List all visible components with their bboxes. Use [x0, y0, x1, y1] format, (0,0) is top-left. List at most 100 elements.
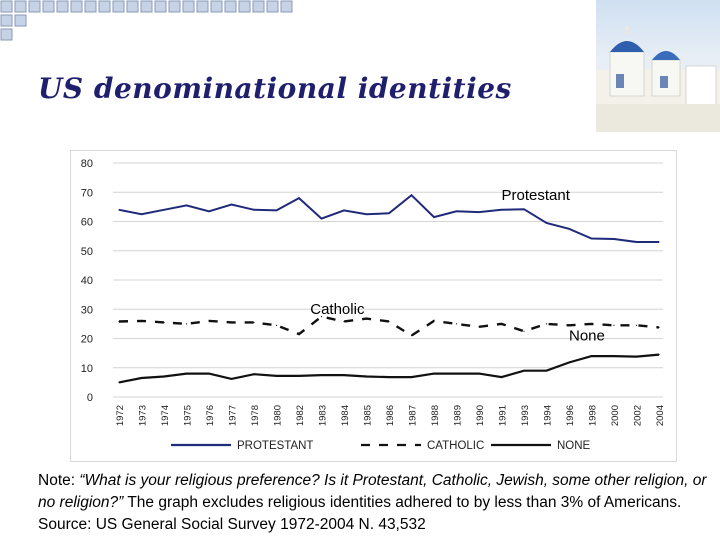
y-tick-label: 0 [87, 392, 93, 404]
data-point-catholic [500, 323, 503, 325]
church-photo-illustration [596, 26, 720, 132]
data-point-none [590, 355, 593, 357]
data-point-none [433, 373, 435, 375]
decorative-squares [0, 0, 293, 41]
x-tick-label: 1993 [520, 405, 531, 426]
data-point-none [388, 376, 390, 378]
data-point-none [365, 375, 368, 378]
decor-square [252, 0, 265, 13]
legend-label-none: NONE [557, 440, 591, 452]
data-point-catholic [523, 330, 525, 332]
data-point-catholic [410, 334, 413, 337]
decor-square [196, 0, 209, 13]
data-point-catholic [478, 326, 480, 328]
x-tick-label: 1990 [475, 405, 486, 426]
decor-square [14, 0, 27, 13]
data-point-protestant [613, 238, 615, 240]
data-point-protestant [478, 211, 480, 213]
decor-square [154, 0, 167, 13]
x-tick-label: 1983 [318, 405, 329, 426]
data-point-none [343, 374, 345, 376]
data-point-protestant [298, 197, 300, 199]
data-point-protestant [500, 209, 503, 211]
x-tick-label: 1996 [565, 405, 576, 426]
church-photo [596, 0, 720, 132]
data-point-protestant [635, 241, 638, 243]
data-point-protestant [433, 216, 435, 218]
data-point-catholic [298, 333, 300, 335]
x-tick-label: 1989 [453, 405, 464, 426]
data-point-protestant [545, 222, 548, 224]
data-point-none [208, 373, 210, 375]
legend-label-protestant: PROTESTANT [237, 440, 313, 452]
data-point-catholic [253, 321, 255, 324]
decor-square [168, 0, 181, 13]
decor-square [140, 0, 153, 13]
data-point-catholic [635, 324, 638, 326]
x-tick-label: 1986 [385, 405, 396, 426]
data-point-catholic [140, 320, 143, 322]
footnote: Note: “What is your religious preference… [38, 470, 714, 536]
x-tick-label: 1985 [363, 405, 374, 426]
decor-square [238, 0, 251, 13]
data-point-catholic [658, 326, 660, 328]
decor-square [126, 0, 139, 13]
data-point-catholic [275, 324, 278, 326]
x-tick-label: 1991 [498, 405, 509, 426]
data-point-none [140, 377, 143, 379]
data-point-none [523, 370, 525, 372]
decor-square [224, 0, 237, 13]
y-tick-label: 10 [81, 363, 93, 375]
data-point-none [185, 373, 188, 375]
series-label-none: None [569, 327, 605, 344]
data-point-none [320, 374, 323, 376]
series-label-protestant: Protestant [502, 187, 571, 204]
data-point-protestant [185, 204, 188, 207]
data-point-none [163, 375, 165, 378]
decor-square [0, 0, 13, 13]
data-point-protestant [388, 212, 390, 214]
decor-square [98, 0, 111, 13]
x-tick-label: 1977 [228, 405, 239, 426]
data-point-catholic [230, 321, 233, 324]
data-point-none [410, 376, 413, 378]
x-tick-label: 1978 [250, 405, 261, 426]
decor-square [266, 0, 279, 13]
data-point-none [613, 355, 615, 357]
data-point-protestant [365, 213, 368, 215]
data-point-none [500, 376, 503, 378]
decor-square [14, 14, 27, 27]
x-tick-label: 1988 [430, 405, 441, 426]
footnote-prefix: Note: [38, 472, 80, 489]
slide-title: US denominational identities [38, 72, 512, 105]
decor-square [112, 0, 125, 13]
x-tick-label: 1984 [340, 405, 351, 426]
data-point-protestant [590, 237, 593, 240]
line-chart: 0 10 20 30 40 50 60 70 80 1972 1973 1974 1975 1976 197… [81, 158, 666, 452]
data-point-protestant [320, 217, 323, 220]
x-tick-label: 1994 [543, 405, 554, 426]
data-point-none [568, 361, 570, 364]
decor-square [210, 0, 223, 13]
data-point-none [478, 373, 480, 375]
data-point-protestant [523, 208, 525, 210]
x-tick-label: 1973 [138, 405, 149, 426]
decor-square [70, 0, 83, 13]
x-tick-label: 1972 [115, 405, 126, 426]
y-tick-label: 60 [81, 217, 93, 229]
data-point-protestant [208, 210, 210, 212]
decor-square [280, 0, 293, 13]
chart-container: 0 10 20 30 40 50 60 70 80 1972 1973 1974 1975 1976 197… [70, 150, 677, 462]
data-point-none [635, 356, 638, 358]
decor-square [0, 28, 13, 41]
data-point-catholic [343, 320, 345, 323]
data-point-none [118, 381, 120, 383]
data-point-protestant [568, 228, 570, 230]
data-point-catholic [568, 324, 570, 326]
x-tick-label: 1987 [408, 405, 419, 426]
data-point-protestant [275, 209, 278, 211]
data-point-protestant [455, 210, 458, 212]
data-point-catholic [365, 318, 368, 320]
y-tick-label: 80 [81, 158, 93, 170]
y-tick-label: 70 [81, 187, 93, 199]
